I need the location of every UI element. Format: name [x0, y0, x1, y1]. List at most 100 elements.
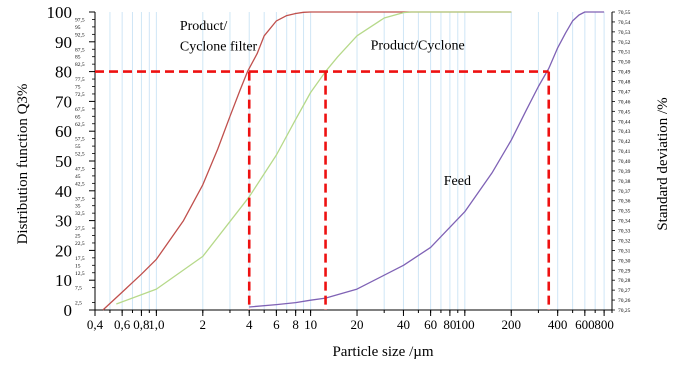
annotation: Product/Cyclone	[371, 38, 465, 53]
axes	[89, 11, 615, 316]
y-right-tick-label: 70,43	[618, 129, 631, 135]
y-minor-tick-label: 2,5	[75, 301, 82, 307]
x-tick-label: 2	[200, 317, 207, 332]
y-right-tick-label: 70,42	[618, 139, 631, 145]
y-tick-label: 30	[55, 212, 72, 231]
y-right-tick-label: 70,39	[618, 169, 631, 175]
y-minor-tick-label: 27,5	[75, 226, 85, 232]
series-line-2	[116, 11, 512, 305]
y-minor-tick-label: 92,5	[75, 32, 85, 38]
y-right-tick-label: 70,51	[618, 50, 631, 56]
x-tick-label: 6	[273, 317, 280, 332]
x-tick-label: 800	[594, 317, 614, 332]
y-tick-label: 40	[55, 182, 72, 201]
x-tick-label: 8	[292, 317, 299, 332]
y-right-tick-label: 70,40	[618, 159, 631, 165]
guide-lines	[95, 70, 551, 310]
y-minor-tick-label: 35	[75, 204, 81, 210]
y-right-tick-label: 70,52	[618, 40, 631, 46]
x-tick-label: 400	[548, 317, 568, 332]
y-right-tick-label: 70,28	[618, 278, 631, 284]
x-tick-label: 600	[575, 317, 595, 332]
x-tick-label: 10	[304, 317, 317, 332]
y-minor-tick-label: 95	[75, 25, 81, 31]
y-minor-tick-label: 42,5	[75, 181, 85, 187]
y-right-tick-label: 70,30	[618, 258, 631, 264]
y-minor-tick-label: 67,5	[75, 107, 85, 113]
y-minor-tick-label: 77,5	[75, 77, 85, 83]
y-right-tick-label: 70,44	[618, 119, 631, 125]
grid	[109, 12, 605, 310]
x-tick-label: 200	[502, 317, 522, 332]
y-tick-label: 90	[55, 33, 72, 52]
y-tick-label: 0	[64, 301, 73, 320]
y-minor-tick-label: 25	[75, 234, 81, 240]
annotation: Feed	[444, 174, 471, 189]
series-line-3	[249, 11, 605, 308]
y-right-tick-label: 70,35	[618, 209, 631, 215]
y-tick-label: 10	[55, 271, 72, 290]
y-right-tick-label: 70,50	[618, 60, 631, 66]
x-tick-label: 4	[246, 317, 253, 332]
labels: Particle size /µm Distribution function …	[15, 3, 671, 360]
y-minor-tick-label: 62,5	[75, 122, 85, 128]
y-right-tick-label: 70,31	[618, 248, 631, 254]
y-right-tick-label: 70,55	[618, 10, 631, 16]
y-tick-label: 70	[55, 92, 72, 111]
y-minor-tick-label: 85	[75, 55, 81, 61]
y-right-tick-label: 70,27	[618, 288, 631, 294]
y-right-tick-label: 70,46	[618, 99, 631, 105]
y-axis-label-right: Standard deviation /%	[655, 97, 671, 230]
y-right-tick-label: 70,33	[618, 229, 631, 235]
y-tick-label: 50	[55, 152, 72, 171]
y-right-tick-label: 70,47	[618, 89, 631, 95]
x-tick-label: 0,6	[114, 317, 131, 332]
y-minor-tick-label: 37,5	[75, 196, 85, 202]
x-tick-label: 60	[424, 317, 437, 332]
y-axis-label-left: Distribution function Q3%	[15, 84, 31, 245]
y-right-tick-label: 70,45	[618, 109, 631, 115]
y-right-tick-label: 70,36	[618, 199, 631, 205]
y-minor-tick-label: 75	[75, 85, 81, 91]
y-minor-tick-label: 97,5	[75, 17, 85, 23]
y-minor-tick-label: 87,5	[75, 47, 85, 53]
y-tick-label: 80	[55, 63, 72, 82]
y-minor-tick-label: 17,5	[75, 256, 85, 262]
y-right-tick-label: 70,34	[618, 219, 631, 225]
y-minor-tick-label: 15	[75, 263, 81, 269]
x-tick-label: 80	[443, 317, 456, 332]
y-minor-tick-label: 22,5	[75, 241, 85, 247]
series-lines	[102, 11, 605, 311]
y-right-tick-label: 70,32	[618, 238, 631, 244]
y-right-tick-label: 70,54	[618, 20, 631, 26]
y-tick-label: 100	[47, 3, 73, 22]
y-minor-tick-label: 7,5	[75, 286, 82, 292]
x-tick-label: 100	[455, 317, 475, 332]
y-right-tick-label: 70,49	[618, 70, 631, 76]
annotation: Product/	[180, 19, 228, 34]
x-tick-label: 0,4	[87, 317, 104, 332]
y-minor-tick-label: 47,5	[75, 166, 85, 172]
x-tick-label: 40	[397, 317, 410, 332]
y-right-tick-label: 70,37	[618, 189, 631, 195]
y-minor-tick-label: 65	[75, 114, 81, 120]
y-right-tick-label: 70,25	[618, 308, 631, 314]
x-tick-label: 20	[351, 317, 364, 332]
y-minor-tick-label: 45	[75, 174, 81, 180]
y-minor-tick-label: 32,5	[75, 211, 85, 217]
y-minor-tick-label: 82,5	[75, 62, 85, 68]
y-right-tick-label: 70,26	[618, 298, 631, 304]
y-minor-tick-label: 55	[75, 144, 81, 150]
y-right-tick-label: 70,53	[618, 30, 631, 36]
x-tick-label: 1,0	[148, 317, 164, 332]
x-tick-label: 0,8	[133, 317, 149, 332]
series-line-1	[102, 11, 512, 311]
y-minor-tick-label: 72,5	[75, 92, 85, 98]
y-right-tick-label: 70,38	[618, 179, 631, 185]
y-minor-tick-label: 52,5	[75, 152, 85, 158]
annotation: Cyclone filter	[180, 40, 258, 55]
y-tick-label: 20	[55, 241, 72, 260]
x-axis-label: Particle size /µm	[332, 344, 433, 360]
